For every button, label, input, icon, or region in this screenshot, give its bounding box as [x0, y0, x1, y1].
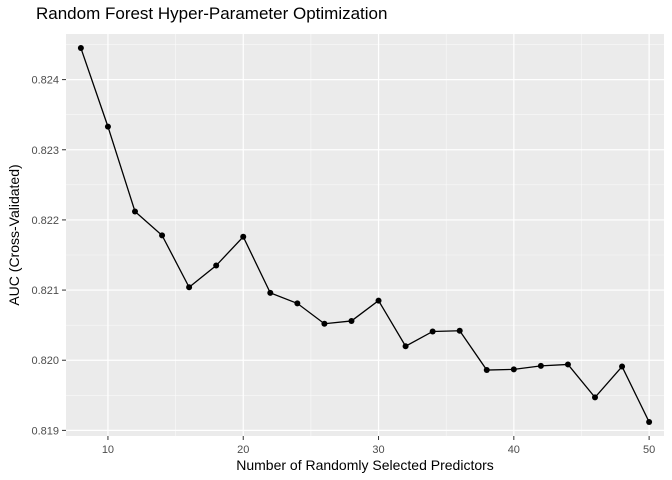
x-tick-label: 40	[508, 444, 520, 456]
data-point	[510, 366, 517, 373]
data-point	[348, 317, 355, 324]
chart-title: Random Forest Hyper-Parameter Optimizati…	[36, 4, 388, 23]
data-point	[213, 262, 220, 269]
y-tick-label: 0.824	[31, 75, 59, 87]
x-tick-label: 50	[643, 444, 655, 456]
y-tick-label: 0.822	[31, 215, 59, 227]
data-point	[646, 418, 653, 425]
minor-gridlines	[66, 34, 664, 436]
data-point	[321, 320, 328, 327]
data-points	[77, 45, 653, 425]
x-tick-label: 20	[237, 444, 249, 456]
y-axis-title: AUC (Cross-Validated)	[6, 164, 22, 305]
x-tick-label: 30	[372, 444, 384, 456]
y-tick-label: 0.819	[31, 425, 59, 437]
data-point	[375, 297, 382, 304]
axis-ticks	[62, 79, 650, 440]
data-point	[240, 233, 247, 240]
plot-panel	[66, 34, 664, 436]
x-axis-title: Number of Randomly Selected Predictors	[236, 457, 494, 473]
y-tick-label: 0.821	[31, 285, 59, 297]
y-tick-label: 0.823	[31, 145, 59, 157]
data-point	[104, 123, 111, 130]
data-point	[483, 367, 490, 374]
y-tick-label: 0.820	[31, 355, 59, 367]
data-point	[619, 363, 626, 370]
data-point	[456, 327, 463, 334]
data-point	[537, 362, 544, 369]
data-point	[267, 289, 274, 296]
data-point	[402, 343, 409, 350]
data-point	[429, 328, 436, 335]
data-point	[186, 284, 193, 291]
x-tick-label: 10	[102, 444, 114, 456]
tick-labels: 10 20 30 40 50 0.819 0.820 0.821 0.822 0.823 0.824	[31, 75, 655, 456]
data-point	[132, 208, 138, 215]
data-point	[592, 394, 598, 401]
data-point	[294, 300, 301, 307]
major-gridlines	[66, 34, 664, 436]
series-line	[80, 47, 650, 423]
data-point	[159, 232, 166, 239]
data-point	[564, 361, 571, 368]
data-point	[77, 45, 84, 52]
